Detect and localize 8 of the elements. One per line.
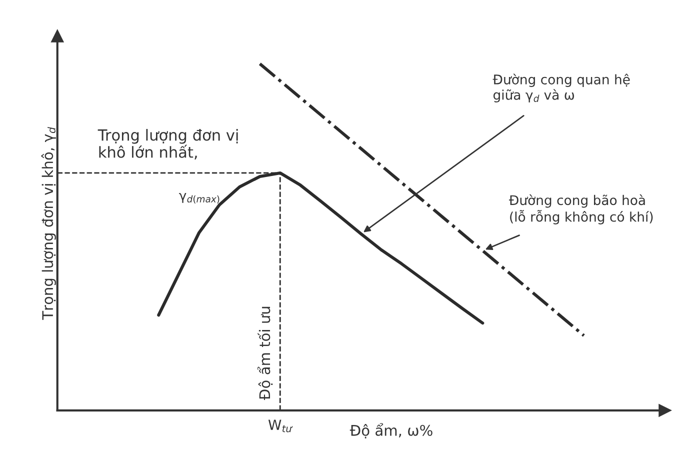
annotation: Độ ẩm tối ưu (257, 306, 273, 400)
annotation: Đường cong bão hoà (lỗ rỗng không có khí) (509, 194, 653, 224)
ref-line-label: Trọng lượng đơn vị khô lớn nhất, (98, 128, 238, 160)
annotation: γ$_{d(max)}$ (179, 192, 220, 204)
x-axis-title: Độ ẩm, ω% (350, 423, 432, 438)
annotation: Đường cong quan hệ giữa γ$_{d}$ và ω (492, 74, 630, 102)
text: W$_{tư}$ (268, 420, 293, 432)
y-axis-title: Trọng lượng đơn vị khô, γ$_{d}$ (41, 126, 56, 320)
